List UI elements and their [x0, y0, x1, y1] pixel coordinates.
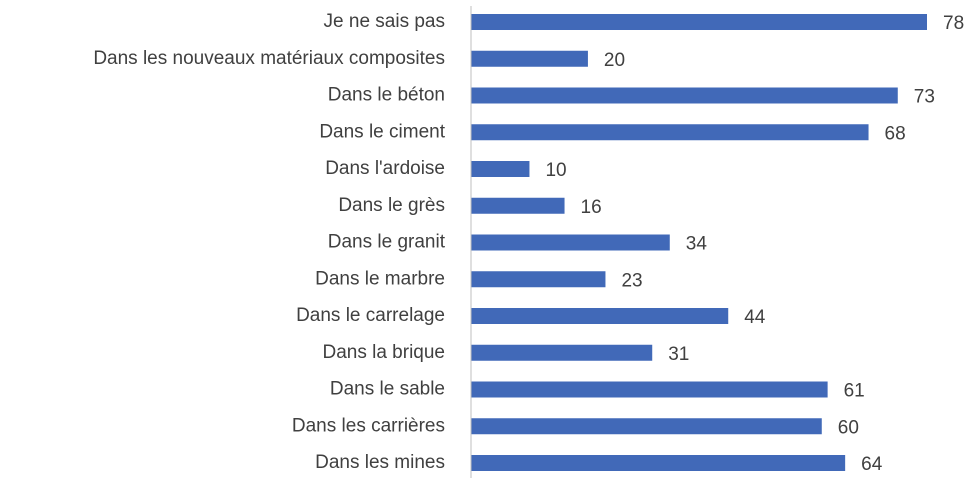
- value-label: 61: [844, 381, 865, 402]
- category-label: Dans l'ardoise: [325, 158, 445, 179]
- value-label: 16: [581, 197, 602, 218]
- value-label: 64: [861, 454, 883, 475]
- bar: [471, 161, 530, 177]
- value-label: 31: [668, 344, 689, 365]
- value-label: 34: [686, 234, 708, 255]
- category-label: Dans la brique: [322, 342, 445, 363]
- bar: [471, 455, 846, 471]
- value-label: 60: [838, 417, 859, 438]
- value-label: 10: [545, 160, 566, 181]
- bar: [471, 124, 869, 141]
- category-label: Dans le marbre: [315, 268, 445, 289]
- category-label: Je ne sais pas: [324, 11, 445, 32]
- value-label: 23: [621, 270, 642, 291]
- bar: [471, 308, 729, 324]
- bar: [471, 14, 927, 30]
- value-label: 20: [604, 50, 625, 71]
- value-label: 44: [744, 307, 766, 328]
- bar: [471, 381, 828, 398]
- category-label: Dans les nouveaux matériaux composites: [93, 48, 445, 69]
- bar: [471, 418, 822, 435]
- bar: [471, 234, 670, 251]
- bar: [471, 87, 898, 104]
- category-label: Dans le carrelage: [296, 305, 445, 326]
- bar: [471, 197, 565, 214]
- bar: [471, 271, 606, 288]
- bar: [471, 50, 588, 67]
- category-label: Dans les mines: [315, 452, 445, 473]
- category-label: Dans le sable: [330, 379, 445, 400]
- category-label: Dans le grès: [338, 195, 445, 216]
- bar: [471, 344, 653, 361]
- value-label: 68: [885, 123, 906, 144]
- category-label: Dans les carrières: [292, 415, 445, 436]
- category-label: Dans le ciment: [319, 121, 445, 142]
- category-label: Dans le béton: [328, 85, 445, 106]
- value-label: 73: [914, 87, 935, 108]
- category-label: Dans le granit: [328, 232, 446, 253]
- value-label: 78: [943, 13, 964, 34]
